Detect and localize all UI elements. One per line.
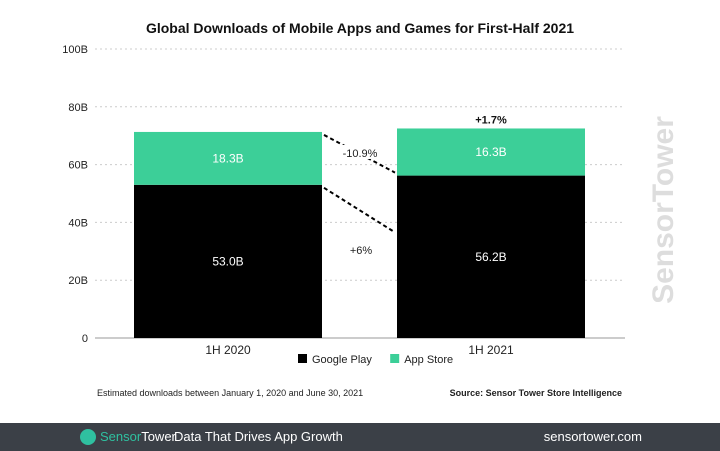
chart-title: Global Downloads of Mobile Apps and Game…	[145, 20, 575, 36]
brand: SensorTower	[100, 429, 176, 444]
watermark: SensorTower	[647, 116, 680, 304]
data-label: 53.0B	[212, 254, 243, 268]
bar-app-store	[134, 131, 322, 185]
data-label: 18.3B	[212, 151, 243, 165]
data-label: 56.2B	[475, 250, 506, 264]
total-change-label: +1.7%	[475, 114, 507, 126]
bar-google-play	[134, 184, 322, 338]
footer: SensorTower Data That Drives App Growth …	[0, 423, 720, 451]
y-tick-label: 80B	[68, 102, 88, 114]
sensortower-logo-icon	[80, 429, 96, 445]
x-tick-label: 1H 2021	[468, 343, 514, 357]
legend-label: Google Play	[312, 354, 372, 366]
source: Source: Sensor Tower Store Intelligence	[449, 388, 622, 398]
x-tick-label: 1H 2020	[205, 343, 251, 357]
app-store-change-line	[323, 134, 396, 174]
google-play-change-line	[323, 186, 396, 234]
tagline: Data That Drives App Growth	[174, 429, 343, 444]
google-play-change-label: +6%	[350, 245, 373, 257]
legend-label: App Store	[404, 354, 453, 366]
y-tick-label: 40B	[68, 217, 88, 229]
footnote: Estimated downloads between January 1, 2…	[97, 388, 364, 398]
y-tick-label: 60B	[68, 160, 88, 172]
legend-swatch	[390, 354, 400, 363]
y-tick-label: 20B	[68, 275, 88, 287]
legend-swatch	[298, 354, 307, 363]
chart: 0 20B 40B 60B 80B 100B 53.0B 18.3B 1H 2020 56.2B 1…	[62, 44, 625, 366]
app-store-change-label: -10.9%	[343, 148, 378, 160]
y-tick-label: 100B	[62, 44, 88, 56]
data-label: 16.3B	[475, 145, 506, 159]
y-tick-label: 0	[82, 333, 88, 345]
footer-url[interactable]: sensortower.com	[543, 429, 642, 444]
bar-app-store	[397, 128, 585, 176]
label-bg	[338, 145, 386, 159]
bar-google-play	[397, 175, 585, 338]
label-bg	[344, 243, 378, 257]
